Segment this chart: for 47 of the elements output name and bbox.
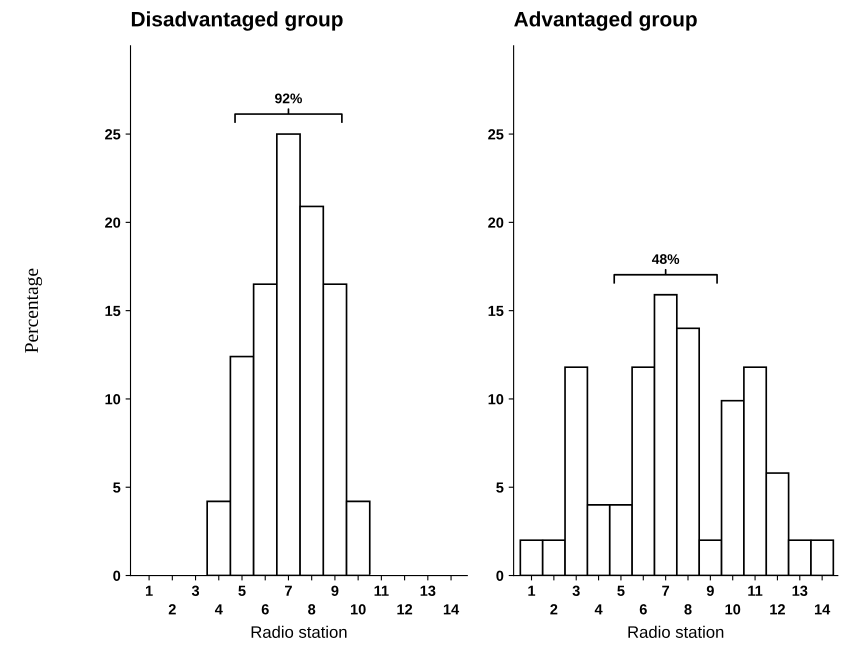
x-tick-label: 1 xyxy=(528,586,536,596)
y-tick-label: 0 xyxy=(113,570,120,581)
x-tick-label: 12 xyxy=(770,604,785,614)
y-tick-label: 10 xyxy=(488,394,504,404)
x-tick-label: 4 xyxy=(214,604,223,614)
x-tick-label: 3 xyxy=(572,586,580,596)
x-tick-label: 13 xyxy=(792,586,808,596)
x-tick-label: 11 xyxy=(374,586,389,596)
y-tick-label: 5 xyxy=(113,482,120,493)
x-tick-label: 6 xyxy=(262,604,269,614)
x-tick-label: 7 xyxy=(285,586,292,596)
annotation: 48% xyxy=(652,254,680,264)
x-tick-label: 2 xyxy=(168,604,176,614)
x-tick-label: 3 xyxy=(192,586,200,596)
x-tick-label: 4 xyxy=(594,604,603,614)
x-tick-label: 14 xyxy=(444,604,460,614)
x-tick-label: 7 xyxy=(662,586,670,596)
y-tick-label: 0 xyxy=(496,570,504,581)
x-tick-label: 11 xyxy=(748,586,762,596)
x-tick-label: 12 xyxy=(397,604,412,614)
x-tick-label: 5 xyxy=(617,586,625,596)
y-tick-label: 25 xyxy=(105,129,120,140)
x-tick-label: 6 xyxy=(640,604,647,614)
x-axis-title: Radio station xyxy=(628,626,724,638)
y-axis-title: Percentage xyxy=(25,268,42,353)
x-tick-label: 13 xyxy=(420,586,436,596)
x-tick-label: 10 xyxy=(726,604,740,614)
x-tick-label: 9 xyxy=(706,586,714,596)
x-tick-label: 10 xyxy=(350,604,366,614)
annotation: 92% xyxy=(275,93,302,104)
x-axis-title: Radio station xyxy=(252,626,346,638)
x-tick-label: 1 xyxy=(146,586,153,596)
y-tick-label: 20 xyxy=(105,217,120,228)
y-tick-label: 5 xyxy=(496,482,504,493)
x-tick-label: 8 xyxy=(308,604,316,614)
chart-title: Advantaged group xyxy=(514,11,697,31)
x-tick-label: 5 xyxy=(238,586,246,596)
x-tick-label: 9 xyxy=(331,586,338,596)
x-tick-label: 2 xyxy=(550,604,558,614)
y-tick-label: 15 xyxy=(488,306,504,316)
y-tick-label: 15 xyxy=(105,306,120,316)
y-tick-label: 25 xyxy=(488,129,504,140)
x-tick-label: 14 xyxy=(814,604,830,614)
y-tick-label: 20 xyxy=(488,217,504,228)
x-tick-label: 8 xyxy=(684,604,692,614)
y-tick-label: 10 xyxy=(105,394,120,404)
chart-title: Disadvantaged group xyxy=(132,11,343,31)
